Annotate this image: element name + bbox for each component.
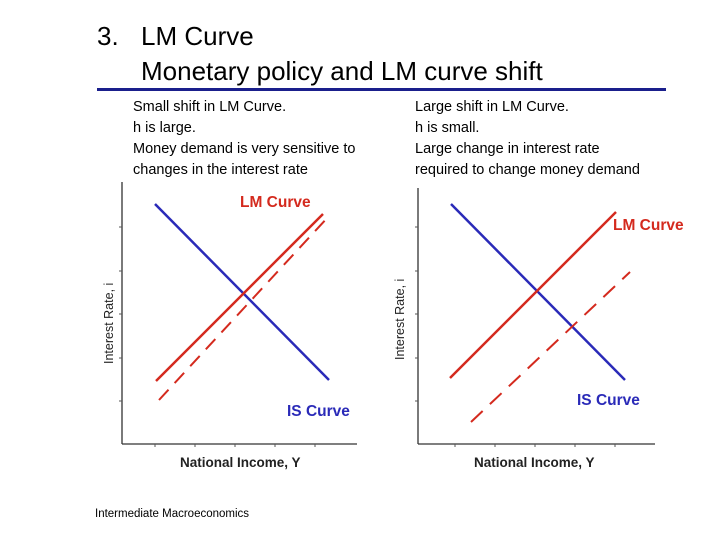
right-lm-curve [449, 211, 617, 379]
right-note-line: Large shift in LM Curve. [415, 99, 569, 115]
left-note-line: Small shift in LM Curve. [133, 99, 287, 115]
slide-number: 3. [97, 21, 119, 51]
left-ticks [119, 226, 316, 447]
title-rule [97, 88, 666, 91]
right-lm-curve-shifted [470, 271, 631, 423]
left-note-line: h is large. [133, 120, 196, 136]
left-note-line: changes in the interest rate [133, 162, 308, 178]
left-lm-curve-shifted [158, 215, 330, 401]
right-notes: Large shift in LM Curve. h is small. Lar… [415, 97, 640, 181]
slide-title-text: LM Curve [141, 21, 254, 51]
right-is-curve [450, 203, 626, 381]
right-note-line: h is small. [415, 120, 480, 136]
right-y-label: Interest Rate, i [393, 279, 407, 360]
right-note-line: required to change money demand [415, 162, 640, 178]
left-notes: Small shift in LM Curve. h is large. Mon… [133, 97, 355, 181]
left-y-label: Interest Rate, i [102, 283, 116, 364]
left-is-label: IS Curve [287, 403, 350, 420]
footer-text: Intermediate Macroeconomics [95, 508, 250, 520]
left-x-label: National Income, Y [180, 455, 301, 470]
left-lm-label: LM Curve [240, 194, 311, 211]
right-diagram: LM Curve IS Curve National Income, Y Int… [393, 188, 684, 470]
right-is-label: IS Curve [577, 392, 640, 409]
right-x-label: National Income, Y [474, 455, 595, 470]
right-ticks [415, 226, 616, 447]
left-diagram: LM Curve IS Curve National Income, Y Int… [102, 182, 357, 470]
slide-subtitle: Monetary policy and LM curve shift [141, 56, 543, 86]
right-lm-label: LM Curve [613, 217, 684, 234]
left-lm-curve [155, 213, 324, 382]
slide-title: 3. LM Curve [97, 20, 254, 52]
left-is-curve [154, 203, 330, 381]
left-note-line: Money demand is very sensitive to [133, 141, 356, 157]
right-note-line: Large change in interest rate [415, 141, 600, 157]
